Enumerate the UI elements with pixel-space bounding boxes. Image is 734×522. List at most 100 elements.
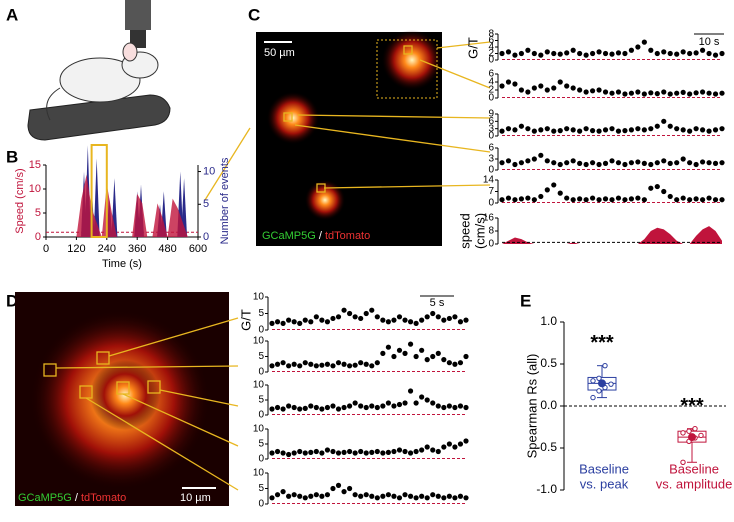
trace-dot [551, 182, 557, 188]
trace-dot [385, 449, 391, 455]
trace-dot [463, 495, 469, 501]
trace-dot [441, 317, 447, 323]
y-tick-label: 3 [488, 123, 494, 134]
x-tick-label: 0 [43, 243, 49, 255]
trace-dot [674, 51, 680, 57]
trace-dot [602, 50, 609, 57]
y-tick-label: 14 [483, 175, 495, 186]
trace-dot [635, 126, 641, 132]
trace-dot [407, 341, 414, 347]
trace-dot [407, 493, 414, 499]
trace-dot [589, 128, 596, 134]
trace-dot [374, 448, 380, 455]
point [698, 432, 704, 439]
y-tick-label: 5 [258, 395, 264, 406]
trace-dot [544, 158, 550, 164]
trace-dot [457, 441, 464, 447]
green-label: GCaMP5G [262, 230, 316, 242]
trace-dot [589, 88, 596, 94]
trace-dot [583, 52, 589, 58]
trace-dot [570, 127, 576, 133]
trace-dot [622, 91, 628, 97]
trace-dot [654, 50, 660, 57]
x-tick-label: 120 [67, 243, 85, 255]
y2-tick-label: 5 [203, 198, 209, 210]
trace-dot [424, 397, 430, 403]
time-scale-label: 5 s [430, 297, 445, 309]
trace-dot [363, 492, 369, 498]
trace-dot [297, 363, 303, 369]
trace-dot [622, 50, 628, 57]
trace-dot [577, 50, 583, 57]
trace-dot [699, 197, 706, 203]
trace-dot [719, 197, 725, 203]
point [590, 394, 596, 401]
trace-dot [280, 320, 286, 326]
trace-dot [374, 495, 380, 501]
trace-dot [335, 450, 342, 456]
trace-dot [538, 52, 544, 58]
trace-dot [628, 160, 635, 166]
trace-dot [419, 317, 425, 323]
time-scale-label: 10 s [699, 36, 720, 48]
scale-label: 50 µm [264, 47, 295, 59]
trace-dot [424, 314, 430, 320]
trace-dot [313, 448, 319, 455]
trace-dot [609, 51, 615, 57]
trace-dot [396, 314, 403, 320]
trace-dot [687, 50, 693, 57]
trace-dot [463, 404, 469, 411]
panel-label: B [6, 147, 18, 166]
point [590, 378, 596, 384]
group-label: Baseline [669, 461, 719, 476]
trace-dot [499, 128, 505, 134]
highlight-box [90, 144, 108, 238]
trace-dot [609, 126, 615, 132]
trace-dot [324, 404, 331, 411]
trace-dot [635, 44, 641, 50]
trace-dot [302, 360, 308, 366]
y-tick-label: 4 [488, 77, 494, 88]
trace-dot [518, 50, 525, 57]
trace-dot [518, 87, 525, 93]
trace-dot [557, 161, 563, 168]
trace-dot [274, 448, 281, 455]
trace-dot [391, 317, 397, 323]
y-tick-label: 5 [258, 439, 264, 450]
trace-dot [615, 89, 622, 95]
trace-dot [648, 90, 654, 96]
trace-dot [648, 185, 654, 191]
point [680, 430, 686, 436]
trace-dot [570, 85, 576, 91]
trace-dot [402, 400, 408, 406]
trace-dot [413, 320, 419, 326]
connector [55, 365, 239, 369]
y-tick-label: 10 [253, 424, 265, 435]
trace-dot [441, 495, 447, 501]
objective [125, 0, 151, 30]
trace-dot [680, 127, 686, 133]
trace-dot [274, 361, 281, 367]
trace-dot [380, 317, 386, 323]
trace-dot [424, 444, 430, 450]
trace-dot [512, 127, 518, 133]
trace-dot [385, 344, 391, 350]
trace-dot [577, 196, 583, 202]
trace-dot [402, 317, 408, 323]
point [692, 425, 698, 432]
trace-dot [347, 448, 353, 455]
trace-dot [319, 493, 325, 499]
trace-dot [518, 160, 525, 166]
x-tick-label: 240 [98, 243, 116, 255]
y-tick-label: 0.0 [540, 398, 557, 412]
trace-dot [341, 307, 347, 313]
trace-dot [369, 403, 375, 409]
trace-dot [512, 197, 518, 203]
trace-dot [525, 47, 531, 53]
trace-dot [596, 128, 602, 134]
point [602, 362, 608, 369]
y-tick-label: 0 [488, 131, 494, 142]
x-tick-label: 480 [158, 243, 176, 255]
trace-dot [583, 89, 589, 95]
y-tick-label: 2 [488, 48, 494, 59]
